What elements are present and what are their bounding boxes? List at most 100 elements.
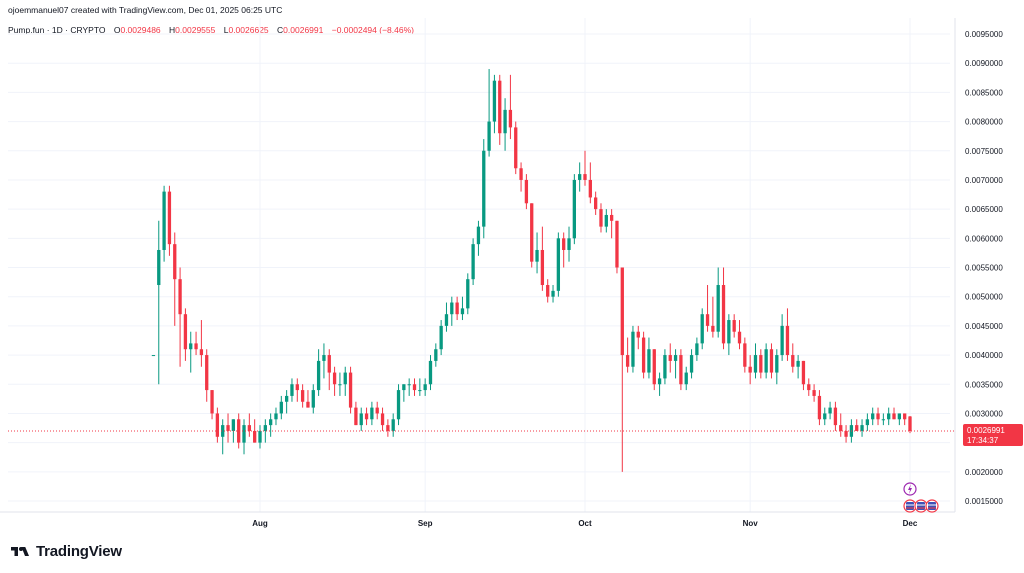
candle-body bbox=[519, 168, 523, 180]
candle-body bbox=[594, 197, 598, 210]
candle-body bbox=[492, 80, 497, 122]
candle-body bbox=[221, 425, 225, 437]
candle-body bbox=[508, 109, 513, 128]
candle-down bbox=[652, 349, 656, 391]
candle-body bbox=[364, 413, 369, 420]
candle-down bbox=[807, 378, 811, 396]
candle-up bbox=[881, 413, 886, 426]
candle-body bbox=[636, 331, 640, 338]
x-tick-label: Nov bbox=[743, 519, 759, 528]
candle-down bbox=[455, 296, 459, 321]
candle-body bbox=[423, 384, 427, 391]
candle-down bbox=[519, 162, 523, 192]
candle-body bbox=[865, 419, 870, 426]
candle-body bbox=[801, 360, 806, 385]
candle-body bbox=[428, 360, 433, 385]
candle-body bbox=[748, 366, 752, 373]
candle-body bbox=[620, 267, 624, 356]
candle-up bbox=[860, 419, 864, 437]
candle-down bbox=[524, 174, 529, 210]
candle-down bbox=[306, 390, 310, 408]
candle-body bbox=[860, 425, 864, 431]
candle-body bbox=[881, 419, 886, 421]
high-label: H bbox=[169, 25, 176, 35]
candle-body bbox=[743, 343, 747, 367]
candle-body bbox=[332, 372, 337, 385]
candle-down bbox=[615, 220, 619, 274]
candle-body bbox=[647, 349, 651, 373]
candle-down bbox=[167, 185, 172, 256]
candle-body bbox=[253, 430, 257, 443]
candle-down bbox=[903, 413, 907, 426]
candle-up bbox=[189, 331, 193, 373]
price-axis: 0.00150000.00200000.00250000.00300000.00… bbox=[954, 18, 1003, 512]
y-tick-label: 0.0095000 bbox=[965, 30, 1003, 39]
candle-body bbox=[290, 384, 294, 396]
candle-down bbox=[743, 337, 747, 373]
candle-up bbox=[434, 343, 438, 367]
candle-down bbox=[817, 390, 822, 426]
candle-up bbox=[673, 349, 678, 379]
candle-up bbox=[162, 185, 166, 262]
event-flag-icon bbox=[914, 499, 928, 513]
candle-body bbox=[316, 360, 321, 391]
candle-up bbox=[423, 378, 427, 396]
candle-body bbox=[732, 320, 736, 332]
candle-up bbox=[551, 285, 555, 303]
candle-body bbox=[876, 413, 880, 420]
y-tick-label: 0.0070000 bbox=[965, 176, 1003, 185]
y-tick-label: 0.0055000 bbox=[965, 264, 1003, 273]
candle-body bbox=[769, 349, 774, 373]
candle-up bbox=[716, 267, 720, 338]
candle-down bbox=[183, 308, 188, 361]
tradingview-logo-icon bbox=[11, 546, 29, 556]
candle-body bbox=[178, 279, 182, 315]
candle-down bbox=[380, 407, 385, 431]
candle-up bbox=[466, 273, 470, 315]
candle-body bbox=[679, 355, 683, 385]
candle-body bbox=[258, 430, 262, 443]
candle-up bbox=[439, 320, 443, 356]
candle-down bbox=[199, 320, 204, 367]
candle-down bbox=[194, 331, 198, 356]
candle-body bbox=[530, 203, 534, 262]
candle-body bbox=[652, 349, 656, 385]
candle-body bbox=[551, 290, 555, 297]
candle-body bbox=[588, 179, 592, 198]
candle-up bbox=[556, 232, 561, 297]
candle-down bbox=[812, 384, 816, 402]
candle-down bbox=[588, 162, 592, 204]
candle-body bbox=[663, 355, 667, 379]
candle-body bbox=[402, 384, 406, 391]
candle-up bbox=[764, 343, 768, 379]
candle-down bbox=[295, 378, 299, 402]
event-flag-canton bbox=[917, 502, 925, 510]
candle-up bbox=[258, 425, 262, 449]
candle-body bbox=[375, 407, 379, 414]
candle-up bbox=[775, 349, 779, 385]
candle-up bbox=[343, 366, 347, 396]
candle-down bbox=[498, 74, 502, 145]
candle-up bbox=[370, 401, 374, 426]
candle-body bbox=[609, 214, 614, 221]
x-tick-label: Aug bbox=[252, 519, 268, 528]
symbol-label[interactable]: Pump.fun · 1D · CRYPTO bbox=[8, 25, 106, 35]
candle-down bbox=[721, 267, 726, 350]
low-value: 0.0026625 bbox=[228, 25, 269, 35]
candle-body bbox=[482, 150, 486, 227]
candle-down bbox=[546, 279, 550, 303]
tradingview-logo[interactable]: TradingView bbox=[10, 543, 122, 560]
y-tick-label: 0.0035000 bbox=[965, 380, 1003, 389]
candle-down bbox=[791, 343, 795, 373]
candle-down bbox=[855, 419, 859, 431]
candle-body bbox=[391, 419, 395, 431]
candle-down bbox=[348, 366, 353, 414]
y-tick-label: 0.0090000 bbox=[965, 59, 1003, 68]
candle-body bbox=[753, 355, 758, 373]
candle-body bbox=[418, 390, 422, 392]
candle-body bbox=[855, 425, 859, 431]
candle-down bbox=[178, 267, 182, 367]
candle-body bbox=[359, 413, 363, 426]
candle-down bbox=[759, 349, 763, 379]
